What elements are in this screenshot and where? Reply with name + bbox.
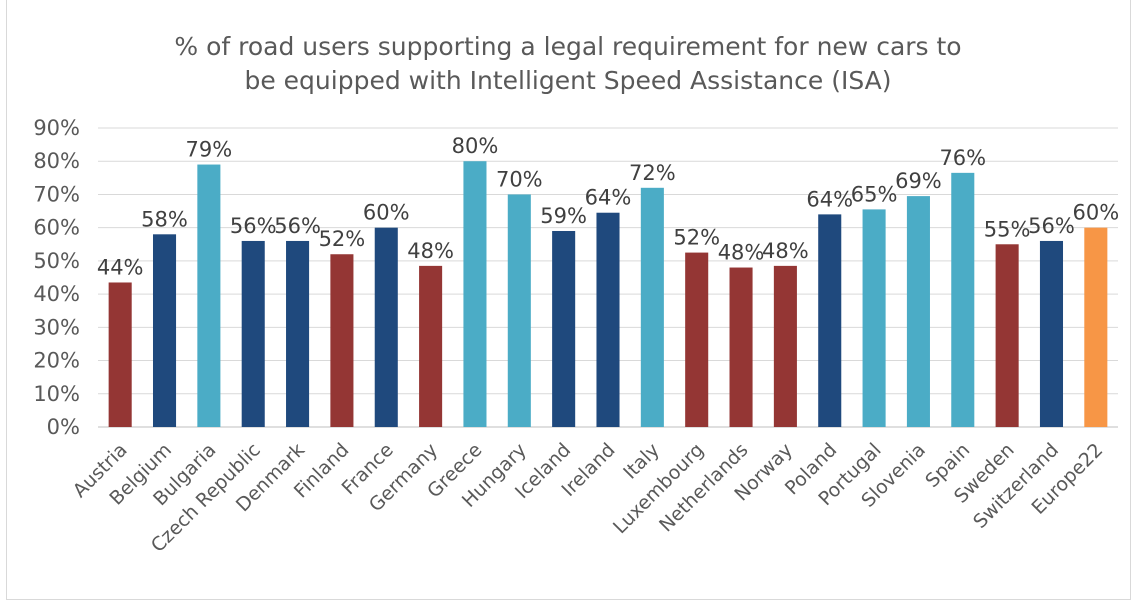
data-label: 52% — [319, 227, 366, 251]
data-label: 76% — [939, 146, 986, 170]
bar — [552, 230, 576, 427]
chart-title-line-2: be equipped with Intelligent Speed Assis… — [244, 66, 891, 95]
chart-title: % of road users supporting a legal requi… — [174, 32, 961, 95]
data-label: 48% — [407, 239, 454, 263]
data-label: 64% — [806, 187, 853, 211]
data-label: 56% — [274, 214, 321, 238]
y-tick-label: 70% — [33, 182, 80, 206]
data-label: 59% — [540, 204, 587, 228]
y-axis-tick-labels: 0% 10% 20% 30% 40% 50% 60% 70% 80% 90% — [33, 116, 80, 439]
data-label: 52% — [673, 226, 720, 250]
y-tick-label: 80% — [33, 149, 80, 173]
data-label: 72% — [629, 161, 676, 185]
data-label: 44% — [97, 255, 144, 279]
data-label: 80% — [452, 134, 499, 158]
data-labels: 44%58%79%56%56%52%60%48%80%70%59%64%72%5… — [97, 134, 1119, 279]
bar — [507, 194, 531, 427]
bar — [906, 196, 930, 427]
bar — [152, 234, 177, 427]
data-label: 55% — [984, 217, 1031, 241]
bar — [1039, 240, 1064, 427]
data-label: 69% — [895, 169, 942, 193]
bar — [640, 187, 664, 427]
bar — [862, 209, 886, 427]
bars — [108, 161, 1108, 428]
bar — [419, 265, 443, 427]
data-label: 60% — [1072, 201, 1119, 225]
bar — [241, 240, 265, 427]
bar — [463, 161, 487, 427]
data-label: 48% — [718, 241, 765, 265]
y-tick-label: 40% — [33, 282, 80, 306]
bar — [951, 172, 975, 427]
bar — [374, 227, 398, 427]
bar — [773, 265, 797, 427]
y-tick-label: 0% — [47, 415, 80, 439]
data-label: 56% — [230, 214, 277, 238]
data-label: 48% — [762, 239, 809, 263]
bar — [1084, 227, 1108, 427]
bar — [286, 240, 310, 427]
bar — [330, 254, 354, 427]
y-tick-label: 90% — [33, 116, 80, 140]
y-tick-label: 50% — [33, 249, 80, 273]
data-label: 79% — [186, 138, 233, 162]
bar — [995, 244, 1019, 427]
chart-title-line-1: % of road users supporting a legal requi… — [174, 32, 961, 61]
bar — [197, 164, 221, 428]
bar — [685, 252, 709, 427]
bar — [818, 214, 842, 427]
data-label: 70% — [496, 167, 543, 191]
data-label: 58% — [141, 207, 188, 231]
data-label: 60% — [363, 201, 410, 225]
data-label: 56% — [1028, 214, 1075, 238]
data-label: 65% — [851, 182, 898, 206]
bar — [108, 282, 132, 427]
bar — [729, 267, 753, 427]
y-tick-label: 60% — [33, 216, 80, 240]
data-label: 64% — [585, 186, 632, 210]
y-tick-label: 20% — [33, 349, 80, 373]
bar — [596, 212, 620, 427]
y-tick-label: 30% — [33, 315, 80, 339]
y-tick-label: 10% — [33, 382, 80, 406]
